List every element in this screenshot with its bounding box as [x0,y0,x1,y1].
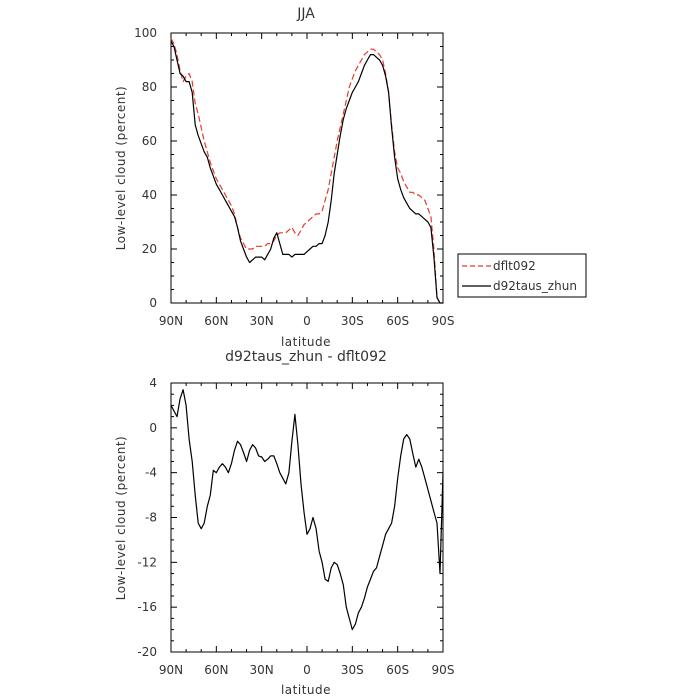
bottom-y-tick-label: -12 [137,555,157,569]
bottom-y-tick-label: -4 [145,466,157,480]
top-x-tick-label: 60S [386,314,409,328]
bottom-x-tick-label: 90S [432,663,455,677]
legend-label-dflt092: dflt092 [493,259,536,273]
top-x-tick-label: 0 [303,314,311,328]
top-x-tick-label: 60N [204,314,228,328]
top-y-tick-label: 40 [142,188,157,202]
top-panel: JJA 90N 60N 30N 0 30S 60S 90S 0 20 40 60 80 100 lat… [114,6,587,349]
bottom-chart-title: d92taus_zhun - dflt092 [225,349,387,365]
legend-label-d92taus-zhun: d92taus_zhun [493,279,577,293]
bottom-x-ticks: 90N 60N 30N 0 30S 60S 90S [159,383,455,677]
bottom-x-axis-label: latitude [281,683,331,697]
top-chart-title: JJA [296,6,315,22]
top-y-axis-label: Low-level cloud (percent) [114,86,128,250]
bottom-y-tick-label: 4 [149,376,157,390]
bottom-series-lines [170,389,444,631]
bottom-x-tick-label: 60S [386,663,409,677]
top-x-ticks: 90N 60N 30N 0 30S 60S 90S [159,33,455,328]
top-x-axis-label: latitude [281,335,331,349]
bottom-x-tick-label: 0 [303,663,311,677]
bottom-x-tick-label: 60N [204,663,228,677]
top-x-tick-label: 90S [432,314,455,328]
bottom-x-tick-label: 90N [159,663,183,677]
top-series-line-d92taus-zhun [170,40,443,304]
bottom-plot-frame [170,382,444,653]
top-y-tick-label: 80 [142,80,157,94]
top-x-tick-label: 90N [159,314,183,328]
bottom-x-tick-label: 30N [250,663,274,677]
top-y-tick-label: 0 [149,296,157,310]
top-legend: dflt092 d92taus_zhun [457,253,587,298]
bottom-y-tick-label: 0 [149,421,157,435]
bottom-y-tick-label: -16 [137,600,157,614]
top-legend-box [457,253,587,298]
top-plot-frame [170,32,444,304]
bottom-y-tick-label: -20 [137,645,157,659]
bottom-y-tick-label: -8 [145,511,157,525]
bottom-x-tick-label: 30S [341,663,364,677]
top-x-tick-label: 30N [250,314,274,328]
top-y-tick-label: 100 [134,26,157,40]
bottom-series-line-0 [170,389,444,631]
top-series-lines [170,38,443,304]
top-series-line-dflt092 [170,38,443,304]
bottom-panel: d92taus_zhun - dflt092 90N 60N 30N 0 30S 60S 9… [114,349,454,697]
top-y-tick-label: 60 [142,134,157,148]
top-x-tick-label: 30S [341,314,364,328]
bottom-y-ticks: 4 0 -4 -8 -12 -16 -20 [137,376,443,659]
top-y-tick-label: 20 [142,242,157,256]
top-y-ticks: 0 20 40 60 80 100 [134,26,443,310]
bottom-y-axis-label: Low-level cloud (percent) [114,436,128,600]
